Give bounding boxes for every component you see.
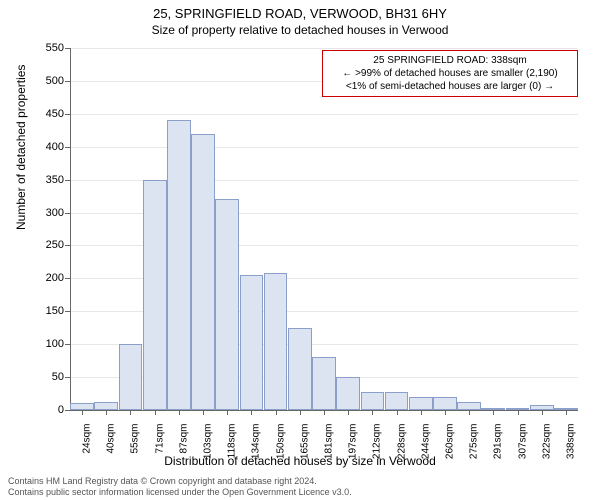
footer-attribution: Contains HM Land Registry data © Crown c… bbox=[8, 476, 352, 499]
histogram-bar bbox=[288, 328, 312, 410]
histogram-bar bbox=[94, 402, 118, 410]
x-tick-mark bbox=[276, 410, 277, 415]
y-tick-label: 300 bbox=[24, 207, 64, 219]
x-tick-mark bbox=[82, 410, 83, 415]
x-tick-mark bbox=[227, 410, 228, 415]
histogram-bar bbox=[361, 392, 385, 410]
y-axis-line bbox=[70, 48, 71, 410]
histogram-bar bbox=[433, 397, 457, 410]
histogram-bar bbox=[457, 402, 481, 410]
histogram-bar bbox=[143, 180, 167, 410]
x-tick-mark bbox=[324, 410, 325, 415]
histogram-bar bbox=[119, 344, 143, 410]
x-tick-mark bbox=[179, 410, 180, 415]
x-tick-mark bbox=[155, 410, 156, 415]
info-annotation-box: 25 SPRINGFIELD ROAD: 338sqm ← >99% of de… bbox=[322, 50, 578, 97]
info-line-3: <1% of semi-detached houses are larger (… bbox=[329, 80, 571, 93]
x-tick-mark bbox=[106, 410, 107, 415]
plot-area: 24sqm40sqm55sqm71sqm87sqm103sqm118sqm134… bbox=[70, 48, 578, 410]
y-tick-label: 100 bbox=[24, 338, 64, 350]
histogram-bar bbox=[167, 120, 191, 410]
histogram-bar bbox=[264, 273, 288, 410]
x-tick-mark bbox=[372, 410, 373, 415]
histogram-bar bbox=[385, 392, 409, 410]
x-tick-mark bbox=[348, 410, 349, 415]
y-tick-label: 400 bbox=[24, 141, 64, 153]
histogram-bar bbox=[240, 275, 264, 410]
grid-line bbox=[70, 48, 578, 49]
y-tick-label: 350 bbox=[24, 174, 64, 186]
y-tick-label: 50 bbox=[24, 371, 64, 383]
footer-line-2: Contains public sector information licen… bbox=[8, 487, 352, 498]
x-tick-mark bbox=[421, 410, 422, 415]
y-tick-label: 450 bbox=[24, 108, 64, 120]
x-tick-mark bbox=[397, 410, 398, 415]
histogram-bar bbox=[191, 134, 215, 410]
y-tick-label: 500 bbox=[24, 75, 64, 87]
histogram-bar bbox=[215, 199, 239, 410]
y-tick-label: 550 bbox=[24, 42, 64, 54]
x-tick-mark bbox=[542, 410, 543, 415]
x-tick-mark bbox=[518, 410, 519, 415]
x-tick-mark bbox=[493, 410, 494, 415]
grid-line bbox=[70, 147, 578, 148]
grid-line bbox=[70, 114, 578, 115]
page-title: 25, SPRINGFIELD ROAD, VERWOOD, BH31 6HY bbox=[0, 0, 600, 21]
y-tick-label: 150 bbox=[24, 305, 64, 317]
chart-container: 25, SPRINGFIELD ROAD, VERWOOD, BH31 6HY … bbox=[0, 0, 600, 500]
x-tick-mark bbox=[300, 410, 301, 415]
histogram-bar bbox=[312, 357, 336, 410]
y-tick-label: 250 bbox=[24, 239, 64, 251]
info-line-2: ← >99% of detached houses are smaller (2… bbox=[329, 67, 571, 80]
y-tick-label: 200 bbox=[24, 272, 64, 284]
x-tick-mark bbox=[469, 410, 470, 415]
histogram-bar bbox=[409, 397, 433, 410]
x-tick-mark bbox=[203, 410, 204, 415]
x-tick-mark bbox=[566, 410, 567, 415]
x-axis-title: Distribution of detached houses by size … bbox=[0, 454, 600, 468]
x-tick-mark bbox=[130, 410, 131, 415]
histogram-bar bbox=[70, 403, 94, 410]
page-subtitle: Size of property relative to detached ho… bbox=[0, 21, 600, 37]
footer-line-1: Contains HM Land Registry data © Crown c… bbox=[8, 476, 352, 487]
histogram-bar bbox=[336, 377, 360, 410]
x-tick-mark bbox=[251, 410, 252, 415]
y-tick-label: 0 bbox=[24, 404, 64, 416]
x-tick-mark bbox=[445, 410, 446, 415]
info-line-1: 25 SPRINGFIELD ROAD: 338sqm bbox=[329, 54, 571, 67]
